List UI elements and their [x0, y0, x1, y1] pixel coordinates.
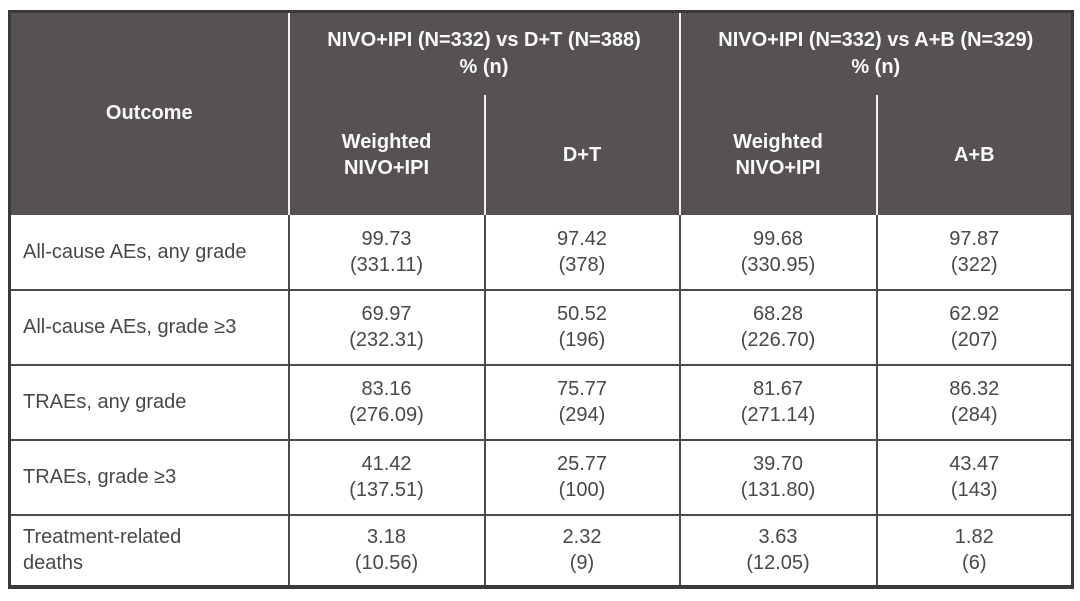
value-cell: 50.52 (196): [483, 288, 681, 366]
value-cell: 43.47 (143): [875, 438, 1074, 516]
n-value: (294): [558, 404, 606, 426]
n-value: (330.95): [740, 253, 816, 276]
percent-value: 68.28: [752, 303, 804, 325]
table-row: TRAEs, any grade 83.16 (276.09) 75.77 (2…: [8, 363, 1074, 441]
value-cell: 25.77 (100): [483, 438, 681, 516]
percent-value: 97.87: [949, 227, 1000, 250]
percent-value: 86.32: [949, 378, 1000, 400]
outcome-header-label: Outcome: [105, 102, 193, 125]
value-cell: 75.77 (294): [483, 363, 681, 441]
n-value: (207): [950, 329, 998, 351]
n-value: (6): [962, 552, 987, 574]
value-cell: 86.32 (284): [875, 363, 1074, 441]
group-header-nivo-ipi-vs-ab: NIVO+IPI (N=332) vs A+B (N=329) % (n): [678, 11, 1073, 95]
group-subtitle: % (n): [851, 55, 901, 78]
value-cell: 99.68 (330.95): [678, 214, 878, 291]
n-value: (196): [558, 329, 606, 351]
col-header-weighted-nivo-ipi-1: Weighted NIVO+IPI: [287, 94, 485, 215]
outcome-label: TRAEs, grade ≥3: [8, 438, 290, 516]
n-value: (143): [950, 479, 998, 501]
outcome-label: All-cause AEs, any grade: [8, 214, 290, 291]
col-header-outcome: Outcome: [9, 11, 289, 215]
outcome-label: All-cause AEs, grade ≥3: [8, 288, 290, 366]
n-value: (137.51): [349, 479, 424, 501]
n-value: (131.80): [740, 479, 816, 501]
value-cell: 1.82 (6): [875, 513, 1074, 588]
n-value: (378): [558, 253, 606, 276]
percent-value: 3.63: [758, 526, 798, 548]
col-header-weighted-nivo-ipi-2: Weighted NIVO+IPI: [678, 94, 877, 215]
n-value: (276.09): [349, 404, 424, 426]
table-row: All-cause AEs, grade ≥3 69.97 (232.31) 5…: [8, 288, 1074, 366]
safety-outcomes-table: Outcome NIVO+IPI (N=332) vs D+T (N=388) …: [8, 10, 1075, 589]
n-value: (12.05): [746, 552, 810, 574]
value-cell: 3.63 (12.05): [678, 513, 878, 588]
percent-value: 1.82: [954, 526, 994, 548]
table-header: Outcome NIVO+IPI (N=332) vs D+T (N=388) …: [9, 11, 1073, 215]
percent-value: 97.42: [556, 227, 608, 250]
outcome-label: TRAEs, any grade: [8, 363, 290, 441]
n-value: (331.11): [349, 253, 423, 276]
value-cell: 97.87 (322): [875, 214, 1074, 291]
value-cell: 81.67 (271.14): [678, 363, 878, 441]
n-value: (284): [950, 404, 998, 426]
value-cell: 2.32 (9): [483, 513, 681, 588]
percent-value: 62.92: [949, 303, 1000, 325]
value-cell: 3.18 (10.56): [287, 513, 486, 588]
n-value: (271.14): [740, 404, 816, 426]
percent-value: 43.47: [949, 453, 1000, 475]
percent-value: 50.52: [556, 303, 608, 325]
group-title: NIVO+IPI (N=332) vs D+T (N=388): [327, 28, 641, 51]
value-cell: 83.16 (276.09): [287, 363, 486, 441]
n-value: (10.56): [354, 552, 419, 574]
percent-value: 25.77: [556, 453, 608, 475]
n-value: (100): [558, 479, 606, 501]
group-header-nivo-ipi-vs-dt: NIVO+IPI (N=332) vs D+T (N=388) % (n): [287, 11, 680, 95]
value-cell: 99.73 (331.11): [287, 214, 486, 291]
n-value: (226.70): [740, 329, 816, 351]
percent-value: 69.97: [361, 303, 412, 325]
header-group-row: Outcome NIVO+IPI (N=332) vs D+T (N=388) …: [9, 11, 1073, 215]
n-value: (232.31): [349, 329, 424, 351]
percent-value: 99.73: [361, 227, 412, 250]
percent-value: 3.18: [367, 526, 406, 548]
value-cell: 41.42 (137.51): [287, 438, 486, 516]
group-title: NIVO+IPI (N=332) vs A+B (N=329): [718, 28, 1034, 51]
table-row: All-cause AEs, any grade 99.73 (331.11) …: [8, 214, 1074, 291]
value-cell: 68.28 (226.70): [678, 288, 878, 366]
table-row: Treatment-related deaths 3.18 (10.56) 2.…: [8, 513, 1074, 588]
percent-value: 2.32: [562, 526, 602, 548]
table-row: TRAEs, grade ≥3 41.42 (137.51) 25.77 (10…: [8, 438, 1074, 516]
col-header-dt: D+T: [483, 94, 680, 215]
percent-value: 75.77: [556, 378, 608, 400]
group-subtitle: % (n): [459, 55, 509, 78]
percent-value: 39.70: [752, 453, 804, 475]
table-body: All-cause AEs, any grade 99.73 (331.11) …: [8, 214, 1074, 588]
outcome-label: Treatment-related deaths: [8, 513, 290, 588]
value-cell: 69.97 (232.31): [287, 288, 486, 366]
value-cell: 62.92 (207): [875, 288, 1074, 366]
percent-value: 41.42: [361, 453, 412, 475]
col-header-ab: A+B: [875, 94, 1073, 215]
n-value: (322): [950, 253, 998, 276]
header-subcolumn-row: Weighted NIVO+IPI D+T Weighted NIVO+IPI …: [10, 94, 1073, 215]
percent-value: 83.16: [361, 378, 412, 400]
n-value: (9): [569, 552, 595, 574]
value-cell: 97.42 (378): [483, 214, 681, 291]
percent-value: 99.68: [752, 227, 804, 250]
value-cell: 39.70 (131.80): [678, 438, 878, 516]
percent-value: 81.67: [752, 378, 804, 400]
